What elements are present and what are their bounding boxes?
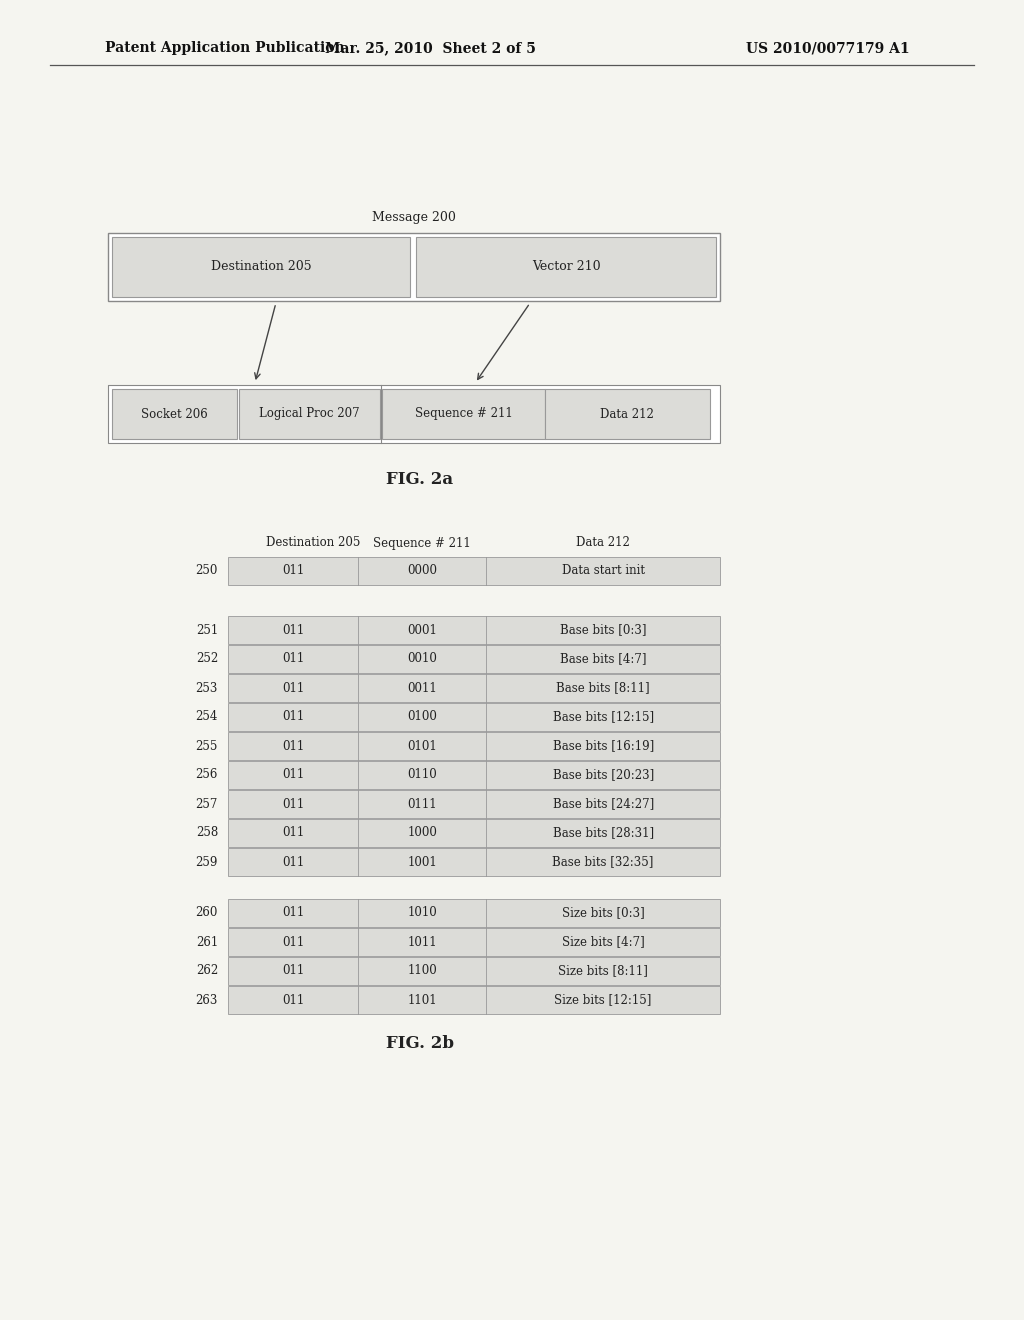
Text: Base bits [32:35]: Base bits [32:35] (553, 855, 654, 869)
Text: 011: 011 (282, 797, 304, 810)
Text: 257: 257 (196, 797, 218, 810)
Text: 011: 011 (282, 652, 304, 665)
Bar (228, 675, 720, 702)
Text: 011: 011 (282, 623, 304, 636)
Text: 254: 254 (196, 710, 218, 723)
Bar (239, 389, 380, 440)
Bar (228, 789, 720, 818)
Text: Socket 206: Socket 206 (141, 408, 208, 421)
Text: 261: 261 (196, 936, 218, 949)
Text: 011: 011 (282, 768, 304, 781)
Text: Patent Application Publication: Patent Application Publication (105, 41, 345, 55)
Text: Size bits [0:3]: Size bits [0:3] (562, 907, 644, 920)
Bar (228, 986, 720, 1014)
Text: 011: 011 (282, 739, 304, 752)
Text: 1001: 1001 (408, 855, 437, 869)
Bar (228, 818, 720, 847)
Bar (112, 238, 410, 297)
Text: 0010: 0010 (408, 652, 437, 665)
Bar (382, 389, 545, 440)
Text: Data 212: Data 212 (577, 536, 630, 549)
Bar (108, 234, 720, 301)
Text: Mar. 25, 2010  Sheet 2 of 5: Mar. 25, 2010 Sheet 2 of 5 (325, 41, 536, 55)
Text: 011: 011 (282, 994, 304, 1006)
Text: 011: 011 (282, 855, 304, 869)
Text: Size bits [4:7]: Size bits [4:7] (562, 936, 644, 949)
Text: Size bits [12:15]: Size bits [12:15] (554, 994, 652, 1006)
Text: 256: 256 (196, 768, 218, 781)
Text: 1000: 1000 (408, 826, 437, 840)
Bar (228, 557, 720, 585)
Text: 258: 258 (196, 826, 218, 840)
Text: Base bits [8:11]: Base bits [8:11] (556, 681, 650, 694)
Text: 1010: 1010 (408, 907, 437, 920)
Text: Vector 210: Vector 210 (531, 260, 600, 273)
Text: Destination 205: Destination 205 (266, 536, 360, 549)
Text: 259: 259 (196, 855, 218, 869)
Text: Size bits [8:11]: Size bits [8:11] (558, 965, 648, 978)
Text: 011: 011 (282, 936, 304, 949)
Text: 263: 263 (196, 994, 218, 1006)
Text: 262: 262 (196, 965, 218, 978)
Bar (228, 899, 720, 927)
Text: 255: 255 (196, 739, 218, 752)
Text: Destination 205: Destination 205 (211, 260, 311, 273)
Text: Base bits [12:15]: Base bits [12:15] (553, 710, 653, 723)
Text: 011: 011 (282, 565, 304, 578)
Bar (108, 385, 720, 444)
Bar (228, 616, 720, 644)
Text: 011: 011 (282, 710, 304, 723)
Text: 0111: 0111 (408, 797, 437, 810)
Bar (545, 389, 710, 440)
Bar (228, 847, 720, 876)
Bar (228, 762, 720, 789)
Text: 0100: 0100 (408, 710, 437, 723)
Text: 260: 260 (196, 907, 218, 920)
Bar (112, 389, 237, 440)
Text: Sequence # 211: Sequence # 211 (374, 536, 471, 549)
Text: 0011: 0011 (408, 681, 437, 694)
Text: Base bits [16:19]: Base bits [16:19] (553, 739, 653, 752)
Bar (228, 733, 720, 760)
Bar (228, 957, 720, 985)
Bar (416, 238, 716, 297)
Text: Base bits [20:23]: Base bits [20:23] (553, 768, 653, 781)
Text: 250: 250 (196, 565, 218, 578)
Bar (228, 645, 720, 673)
Text: 1100: 1100 (408, 965, 437, 978)
Text: 1011: 1011 (408, 936, 437, 949)
Text: 253: 253 (196, 681, 218, 694)
Text: Sequence # 211: Sequence # 211 (415, 408, 512, 421)
Text: 0110: 0110 (408, 768, 437, 781)
Text: FIG. 2a: FIG. 2a (386, 471, 454, 488)
Text: Data 212: Data 212 (600, 408, 654, 421)
Text: Base bits [4:7]: Base bits [4:7] (560, 652, 646, 665)
Text: 0000: 0000 (408, 565, 437, 578)
Text: Message 200: Message 200 (372, 211, 456, 224)
Text: 0001: 0001 (408, 623, 437, 636)
Text: Data start init: Data start init (561, 565, 645, 578)
Bar (228, 704, 720, 731)
Text: 011: 011 (282, 965, 304, 978)
Text: 011: 011 (282, 907, 304, 920)
Text: Logical Proc 207: Logical Proc 207 (259, 408, 359, 421)
Text: Base bits [0:3]: Base bits [0:3] (560, 623, 646, 636)
Text: 252: 252 (196, 652, 218, 665)
Text: Base bits [28:31]: Base bits [28:31] (553, 826, 653, 840)
Text: 251: 251 (196, 623, 218, 636)
Text: 011: 011 (282, 826, 304, 840)
Text: FIG. 2b: FIG. 2b (386, 1035, 454, 1052)
Text: Base bits [24:27]: Base bits [24:27] (553, 797, 653, 810)
Text: 1101: 1101 (408, 994, 437, 1006)
Bar (228, 928, 720, 956)
Text: US 2010/0077179 A1: US 2010/0077179 A1 (746, 41, 910, 55)
Text: 0101: 0101 (408, 739, 437, 752)
Text: 011: 011 (282, 681, 304, 694)
